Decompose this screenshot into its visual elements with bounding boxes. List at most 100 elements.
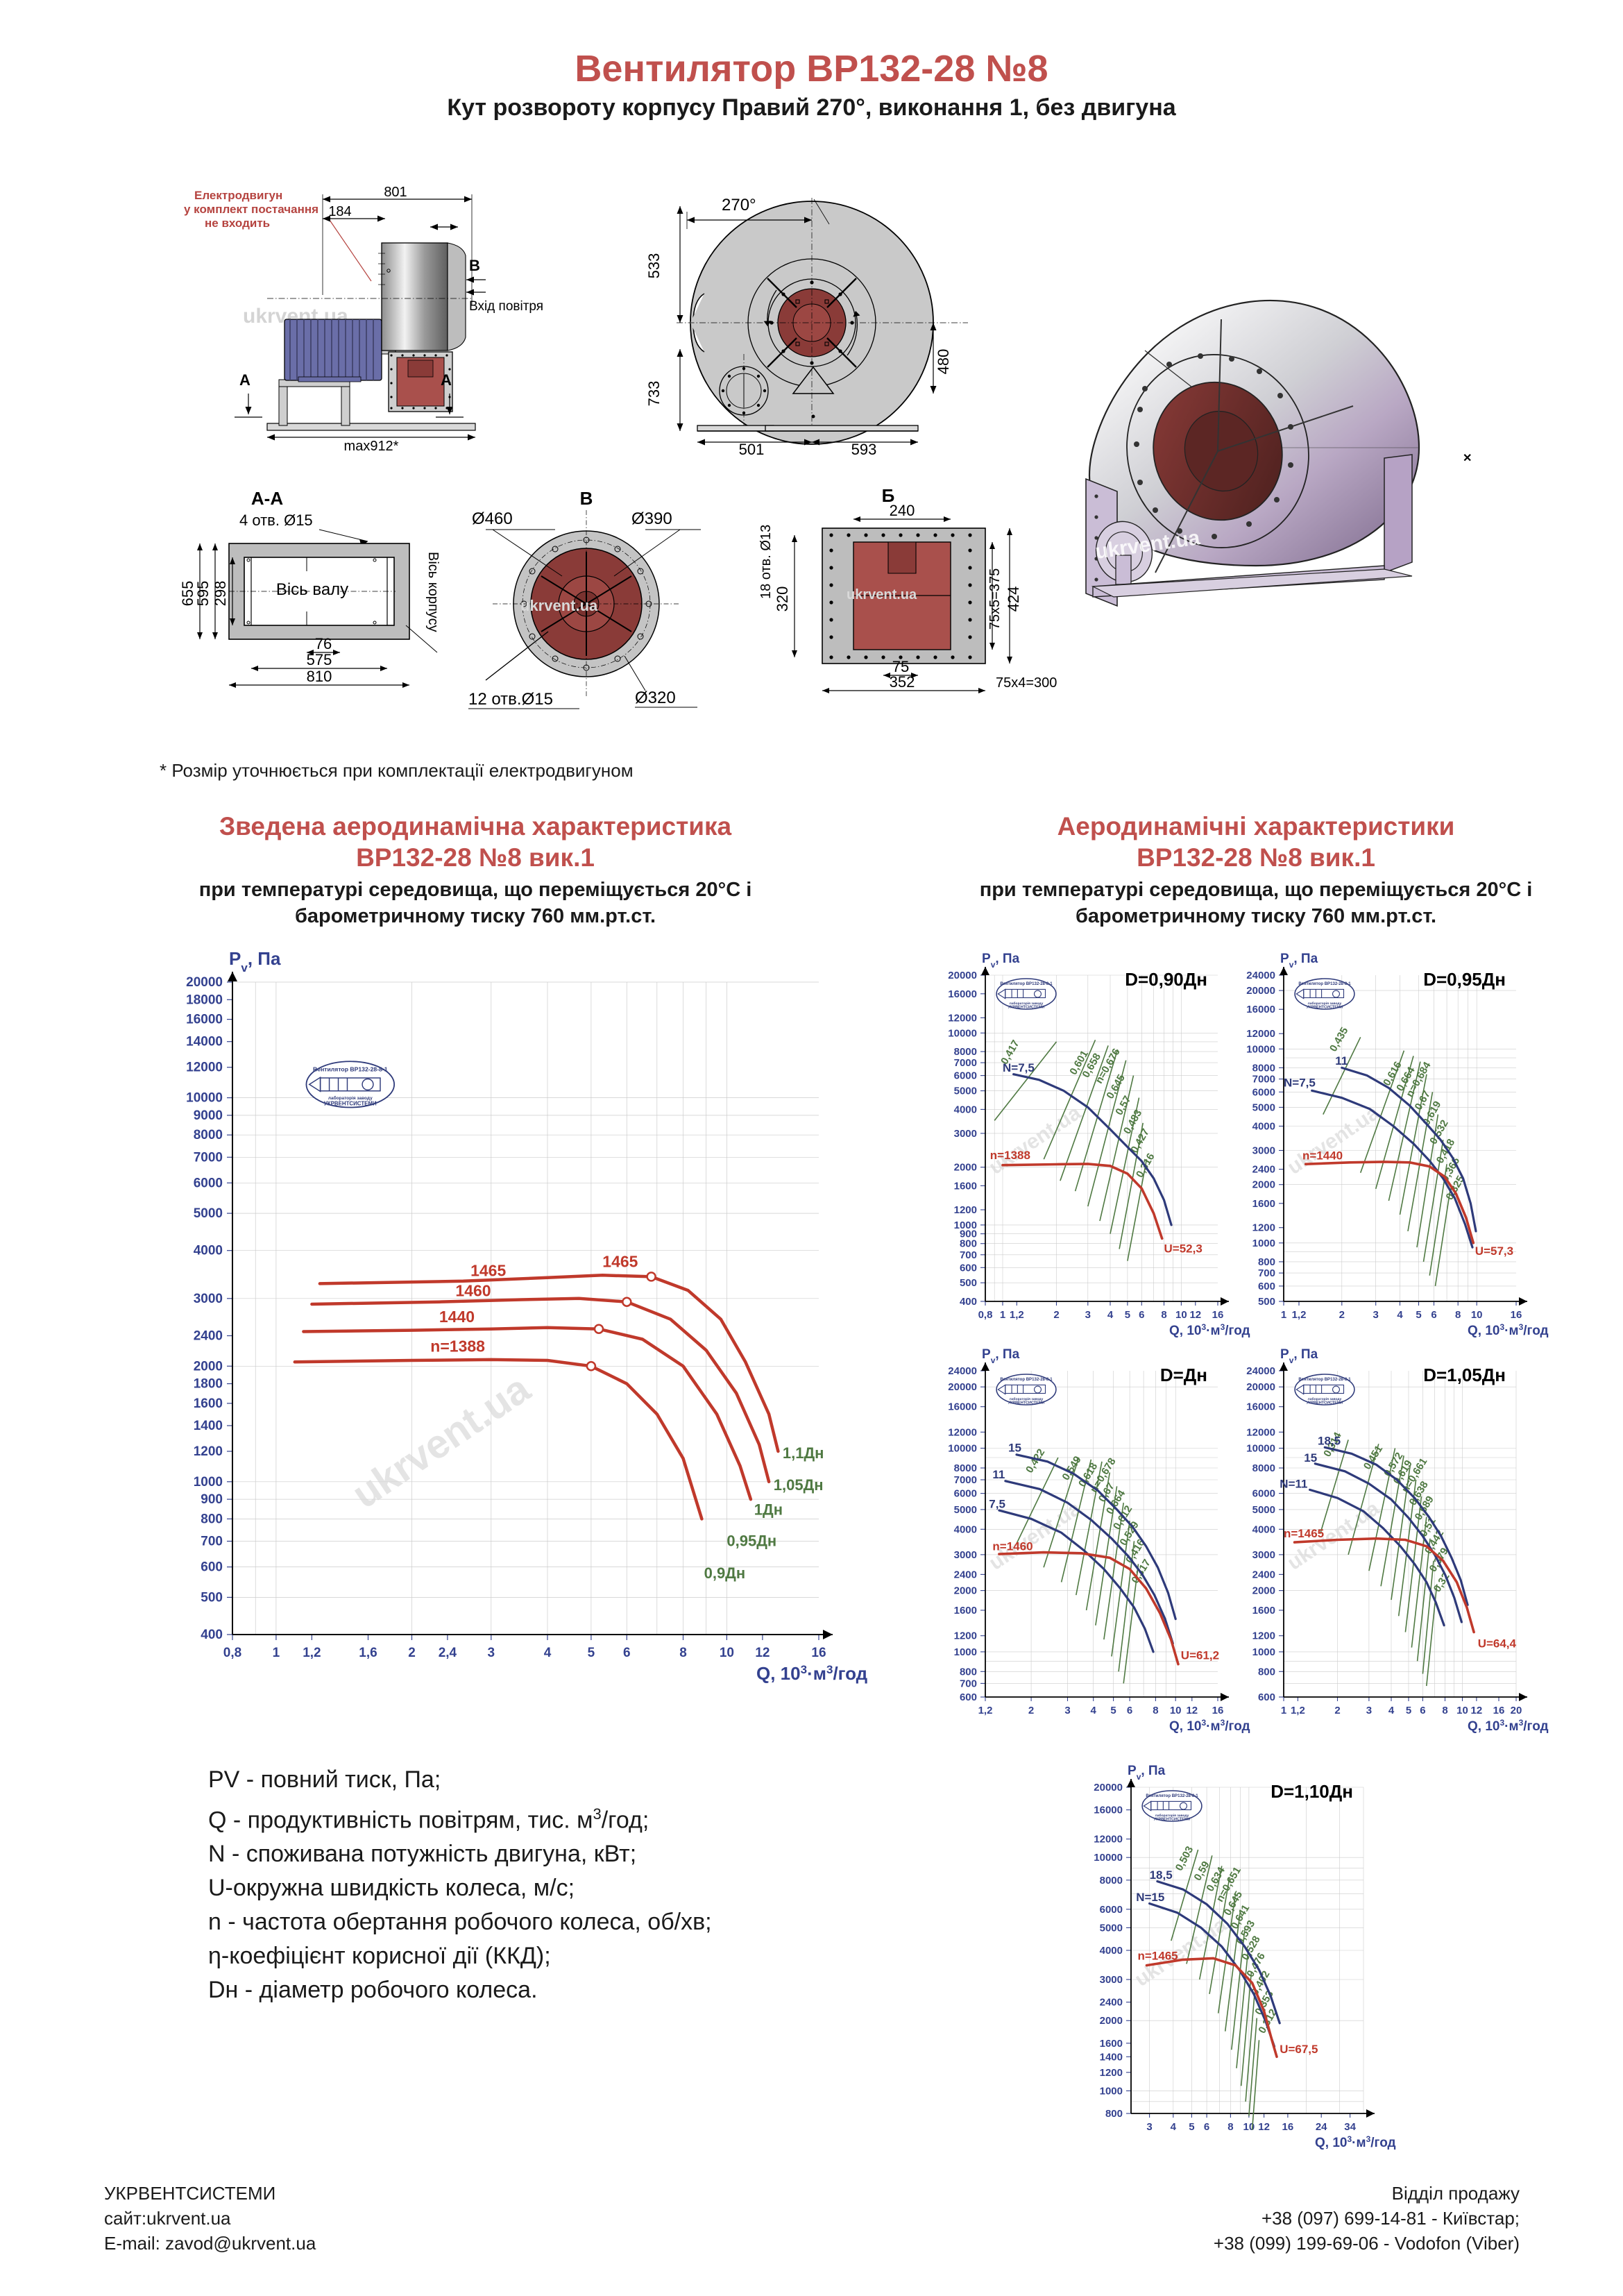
svg-text:16000: 16000 [186, 1013, 223, 1027]
svg-text:ukrvent.ua: ukrvent.ua [344, 1365, 538, 1517]
svg-text:1600: 1600 [1252, 1605, 1275, 1617]
svg-text:424: 424 [1005, 586, 1022, 612]
svg-text:20000: 20000 [1246, 1381, 1275, 1393]
svg-text:500: 500 [1258, 1296, 1275, 1308]
svg-text:Q, 103·м3/год: Q, 103·м3/год [1468, 1718, 1549, 1734]
svg-text:7,5: 7,5 [989, 1497, 1005, 1510]
svg-text:2000: 2000 [954, 1585, 977, 1597]
svg-text:700: 700 [1258, 1267, 1275, 1279]
svg-text:ukrvent.ua: ukrvent.ua [520, 597, 598, 614]
svg-text:6: 6 [623, 1646, 631, 1660]
svg-text:352: 352 [890, 673, 915, 691]
svg-text:✕: ✕ [1463, 453, 1472, 464]
svg-text:2: 2 [1339, 1309, 1345, 1321]
svg-text:3: 3 [1373, 1309, 1379, 1321]
svg-text:1600: 1600 [194, 1396, 223, 1411]
svg-text:Ø460: Ø460 [472, 509, 513, 528]
svg-text:5: 5 [588, 1646, 595, 1660]
svg-text:2400: 2400 [1100, 1997, 1123, 2009]
svg-text:1600: 1600 [1100, 2038, 1123, 2050]
svg-text:0,8: 0,8 [978, 1309, 993, 1321]
svg-text:1200: 1200 [194, 1444, 223, 1459]
svg-text:Q, 103·м3/год: Q, 103·м3/год [1315, 2134, 1396, 2150]
svg-text:Pv, Па: Pv, Па [1128, 1764, 1166, 1782]
svg-text:400: 400 [960, 1296, 977, 1308]
svg-text:24000: 24000 [1246, 1365, 1275, 1377]
svg-text:12: 12 [1471, 1705, 1483, 1716]
svg-text:600: 600 [1258, 1691, 1275, 1703]
svg-text:Pv, Па: Pv, Па [229, 948, 281, 974]
svg-text:15: 15 [1304, 1451, 1317, 1464]
svg-text:8: 8 [1161, 1309, 1166, 1321]
svg-text:1: 1 [1281, 1309, 1286, 1321]
svg-text:УКРВЕНТСИСТЕМИ: УКРВЕНТСИСТЕМИ [1008, 1005, 1045, 1009]
svg-text:лабораторія заводу: лабораторія заводу [328, 1095, 373, 1101]
svg-text:УКРВЕНТСИСТЕМИ: УКРВЕНТСИСТЕМИ [324, 1101, 377, 1107]
svg-text:16000: 16000 [948, 1401, 977, 1413]
svg-text:N=15: N=15 [1136, 1891, 1164, 1904]
svg-text:1200: 1200 [1252, 1630, 1275, 1642]
svg-text:500: 500 [960, 1277, 977, 1289]
svg-text:1000: 1000 [194, 1475, 223, 1489]
svg-text:11: 11 [992, 1468, 1005, 1481]
svg-text:1,05Дн: 1,05Дн [774, 1476, 824, 1494]
svg-text:8000: 8000 [194, 1128, 223, 1142]
svg-text:18,5: 18,5 [1318, 1435, 1341, 1448]
svg-text:Q, 103·м3/год: Q, 103·м3/год [1468, 1322, 1549, 1338]
svg-text:1800: 1800 [194, 1377, 223, 1392]
svg-text:Pv, Па: Pv, Па [1280, 1347, 1318, 1365]
svg-text:10000: 10000 [1094, 1852, 1123, 1864]
svg-text:320: 320 [774, 586, 791, 612]
svg-text:2: 2 [1028, 1705, 1034, 1716]
svg-text:4: 4 [1388, 1705, 1395, 1716]
svg-text:3: 3 [1085, 1309, 1091, 1321]
svg-text:16000: 16000 [1246, 1401, 1275, 1413]
svg-text:595: 595 [194, 581, 212, 607]
svg-text:600: 600 [960, 1691, 977, 1703]
svg-text:1: 1 [273, 1646, 280, 1660]
svg-text:В: В [580, 488, 593, 509]
svg-text:N=7,5: N=7,5 [1284, 1077, 1316, 1090]
svg-text:16: 16 [1493, 1705, 1505, 1716]
svg-text:16000: 16000 [1094, 1805, 1123, 1816]
svg-text:5000: 5000 [1100, 1922, 1123, 1934]
svg-text:700: 700 [201, 1535, 223, 1549]
svg-text:Вісь корпусу: Вісь корпусу [425, 552, 441, 632]
svg-text:7000: 7000 [954, 1057, 977, 1069]
svg-text:801: 801 [384, 185, 407, 200]
svg-text:6000: 6000 [194, 1176, 223, 1190]
svg-text:10000: 10000 [1246, 1043, 1275, 1055]
svg-text:1Дн: 1Дн [754, 1501, 783, 1519]
svg-text:1,1Дн: 1,1Дн [783, 1444, 824, 1462]
svg-text:2000: 2000 [954, 1162, 977, 1174]
svg-text:2400: 2400 [194, 1329, 223, 1344]
svg-text:20000: 20000 [948, 970, 977, 981]
svg-text:800: 800 [960, 1666, 977, 1678]
svg-text:5: 5 [1406, 1705, 1411, 1716]
svg-text:184: 184 [328, 204, 351, 219]
svg-text:УКРВЕНТСИСТЕМИ: УКРВЕНТСИСТЕМИ [1154, 1817, 1191, 1821]
svg-text:4: 4 [1171, 2121, 1177, 2133]
svg-text:6: 6 [1431, 1309, 1436, 1321]
svg-text:1000: 1000 [954, 1219, 977, 1231]
svg-text:10: 10 [1170, 1705, 1182, 1716]
svg-text:8: 8 [1442, 1705, 1447, 1716]
svg-text:Вентилятор ВР132-28-8-1: Вентилятор ВР132-28-8-1 [1000, 982, 1053, 986]
svg-text:12000: 12000 [948, 1426, 977, 1438]
svg-text:1,2: 1,2 [1291, 1705, 1305, 1716]
svg-text:1200: 1200 [954, 1630, 977, 1642]
svg-text:Pv, Па: Pv, Па [1280, 952, 1318, 970]
svg-text:Вхід повітря: Вхід повітря [469, 299, 543, 314]
svg-text:6000: 6000 [954, 1070, 977, 1082]
svg-text:34: 34 [1344, 2121, 1356, 2133]
svg-text:1400: 1400 [1100, 2051, 1123, 2063]
svg-text:4000: 4000 [1252, 1523, 1275, 1535]
svg-text:12 отв.Ø15: 12 отв.Ø15 [468, 690, 553, 709]
svg-text:Ø390: Ø390 [631, 509, 672, 528]
svg-text:800: 800 [201, 1512, 223, 1526]
svg-text:7000: 7000 [954, 1474, 977, 1486]
svg-text:не входить: не входить [205, 217, 270, 230]
svg-text:8000: 8000 [1252, 1462, 1275, 1474]
svg-text:5: 5 [1110, 1705, 1116, 1716]
svg-text:24000: 24000 [1246, 970, 1275, 981]
